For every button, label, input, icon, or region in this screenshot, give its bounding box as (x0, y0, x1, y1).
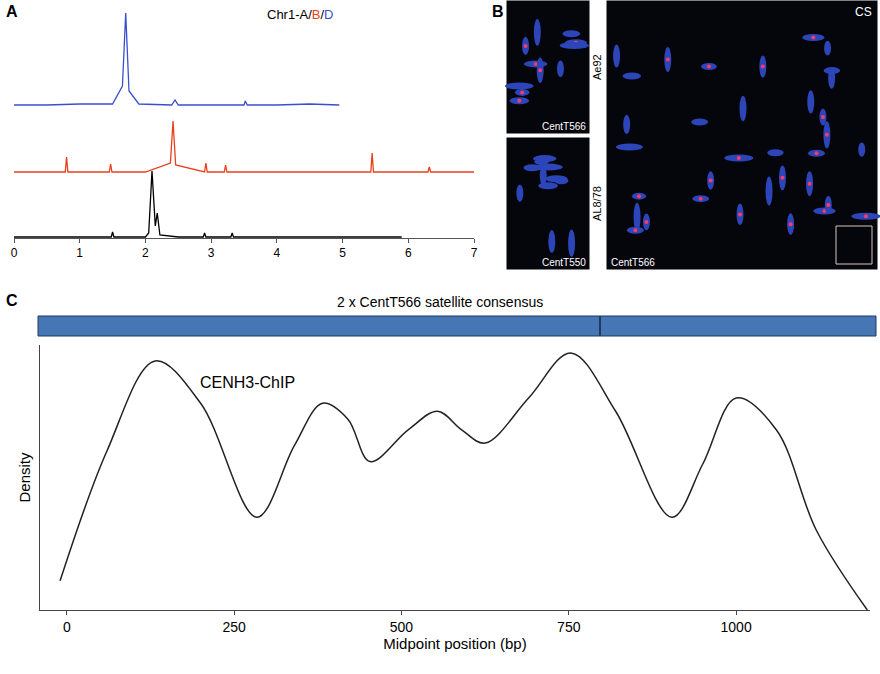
svg-text:Chr1-A/B/D: Chr1-A/B/D (267, 7, 334, 22)
svg-text:1000: 1000 (721, 619, 752, 635)
svg-text:CentT566: CentT566 (611, 257, 655, 268)
svg-text:2 x CentT566 satellite consens: 2 x CentT566 satellite consensus (337, 294, 543, 310)
svg-text:CentT550: CentT550 (542, 257, 586, 268)
svg-text:0: 0 (11, 246, 18, 260)
svg-text:4: 4 (274, 246, 281, 260)
svg-text:750: 750 (557, 619, 581, 635)
svg-text:3: 3 (208, 246, 215, 260)
svg-text:Midpoint position (bp): Midpoint position (bp) (383, 635, 526, 652)
svg-text:250: 250 (222, 619, 246, 635)
svg-text:AL8/78: AL8/78 (591, 186, 603, 221)
svg-text:6: 6 (405, 246, 412, 260)
svg-text:2: 2 (142, 246, 149, 260)
svg-text:5: 5 (339, 246, 346, 260)
svg-text:0: 0 (63, 619, 71, 635)
svg-text:CentT566: CentT566 (542, 121, 586, 132)
svg-text:500: 500 (390, 619, 414, 635)
svg-text:B: B (492, 3, 504, 20)
svg-text:CS: CS (855, 5, 872, 19)
svg-text:CENH3-ChIP: CENH3-ChIP (200, 374, 295, 391)
svg-text:A: A (6, 3, 18, 20)
svg-text:1: 1 (76, 246, 83, 260)
svg-text:7: 7 (471, 246, 478, 260)
svg-text:C: C (6, 292, 18, 309)
svg-text:Density: Density (16, 452, 33, 503)
svg-text:Ae92: Ae92 (591, 54, 603, 80)
